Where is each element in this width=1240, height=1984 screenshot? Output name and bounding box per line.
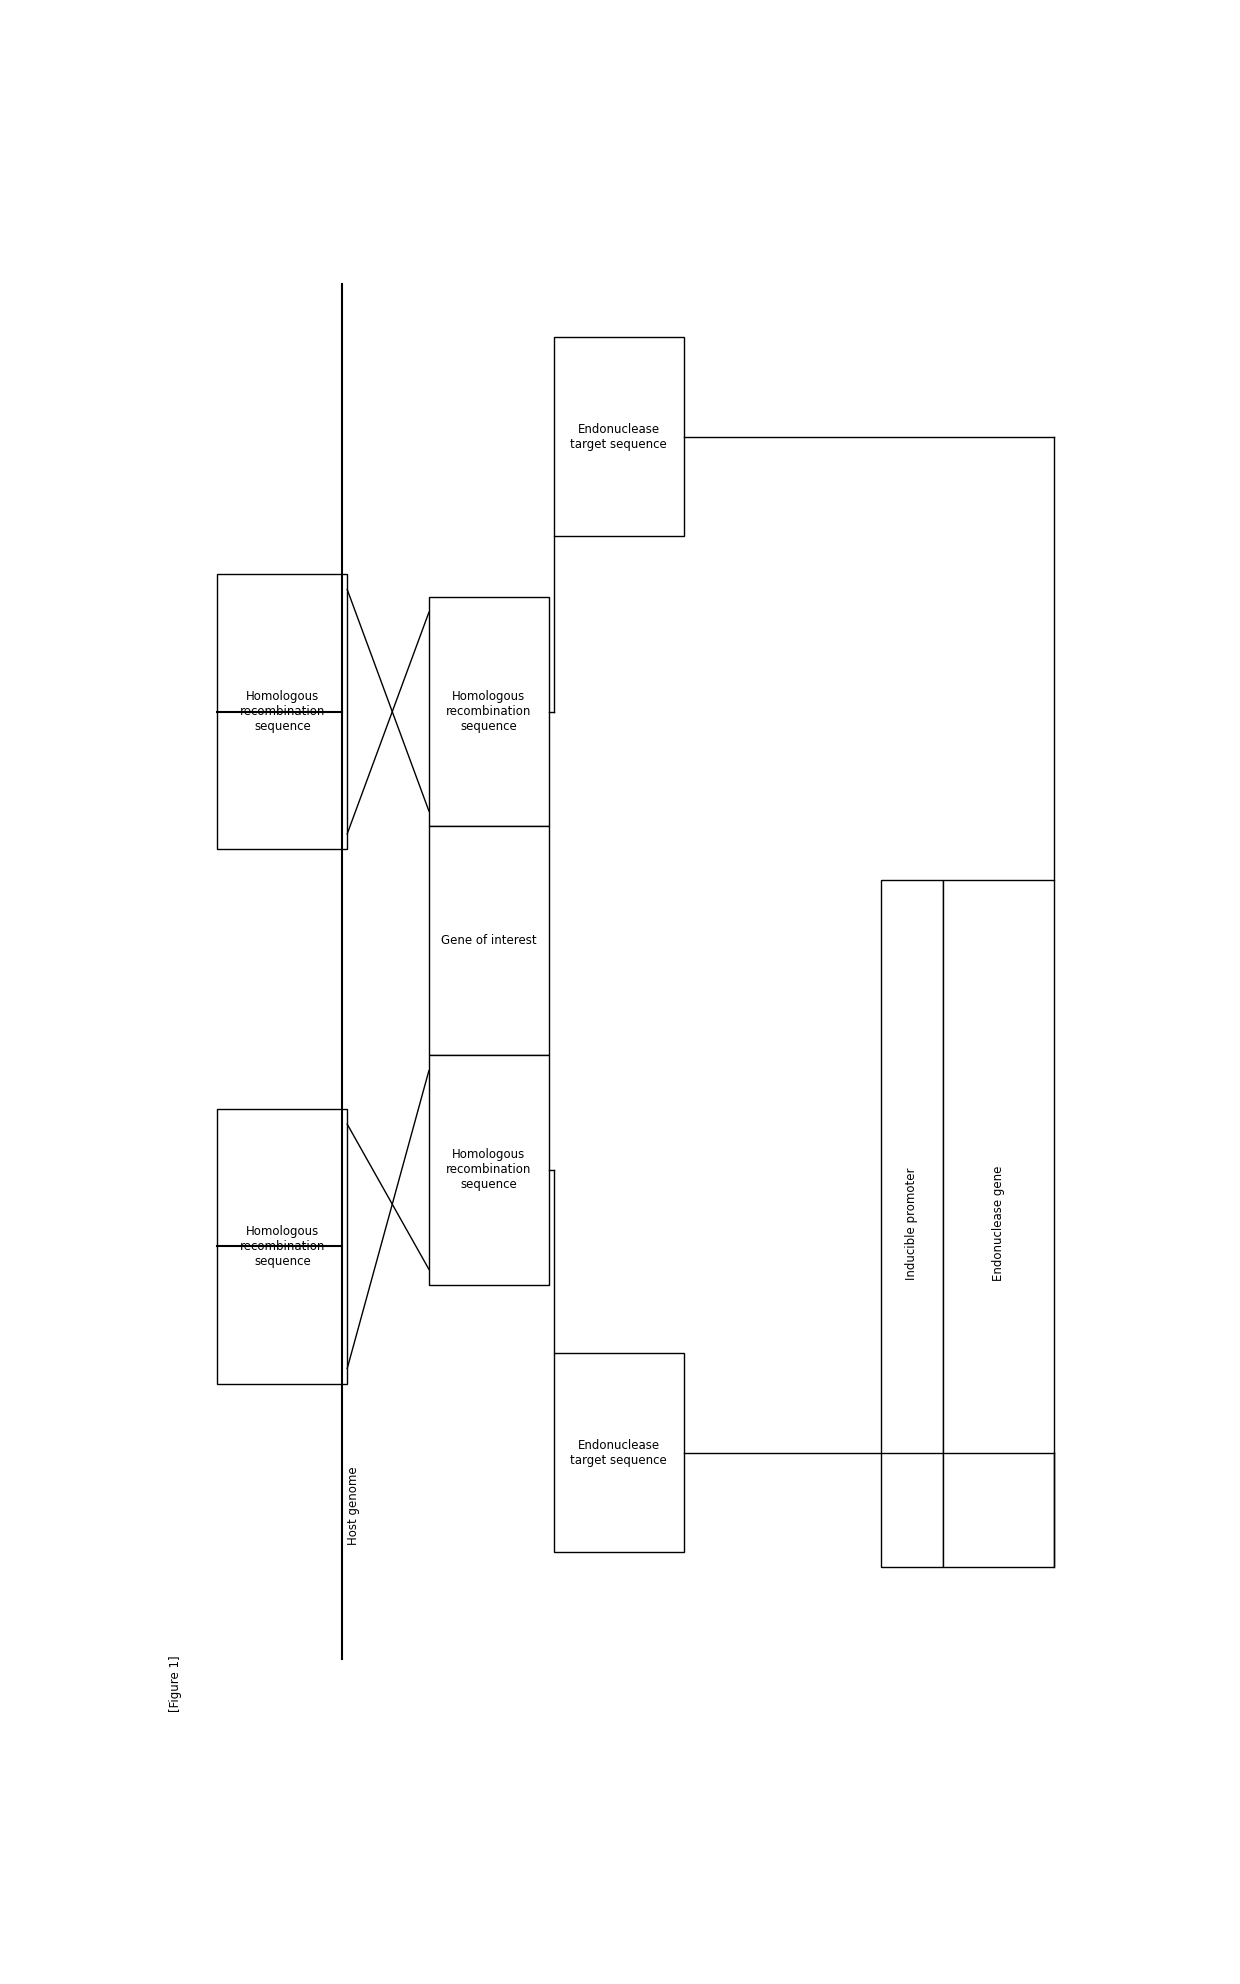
Bar	[429, 597, 549, 825]
Text: Endonuclease
target sequence: Endonuclease target sequence	[570, 1438, 667, 1466]
Text: Homologous
recombination
sequence: Homologous recombination sequence	[239, 1224, 325, 1268]
Bar	[217, 1109, 347, 1385]
Text: Homologous
recombination
sequence: Homologous recombination sequence	[446, 1149, 532, 1192]
Bar	[942, 879, 1054, 1567]
Text: [Figure 1]: [Figure 1]	[170, 1657, 182, 1712]
Text: Host genome: Host genome	[347, 1466, 361, 1546]
Text: Endonuclease
target sequence: Endonuclease target sequence	[570, 423, 667, 450]
Bar	[554, 337, 683, 536]
Text: Homologous
recombination
sequence: Homologous recombination sequence	[239, 690, 325, 734]
Text: Endonuclease gene: Endonuclease gene	[992, 1167, 1004, 1282]
Text: Gene of interest: Gene of interest	[441, 934, 537, 946]
Bar	[429, 1055, 549, 1284]
Bar	[429, 825, 549, 1055]
Bar	[217, 573, 347, 849]
Bar	[554, 1353, 683, 1551]
Text: Inducible promoter: Inducible promoter	[905, 1167, 919, 1280]
Bar	[880, 879, 942, 1567]
Text: Homologous
recombination
sequence: Homologous recombination sequence	[446, 690, 532, 734]
